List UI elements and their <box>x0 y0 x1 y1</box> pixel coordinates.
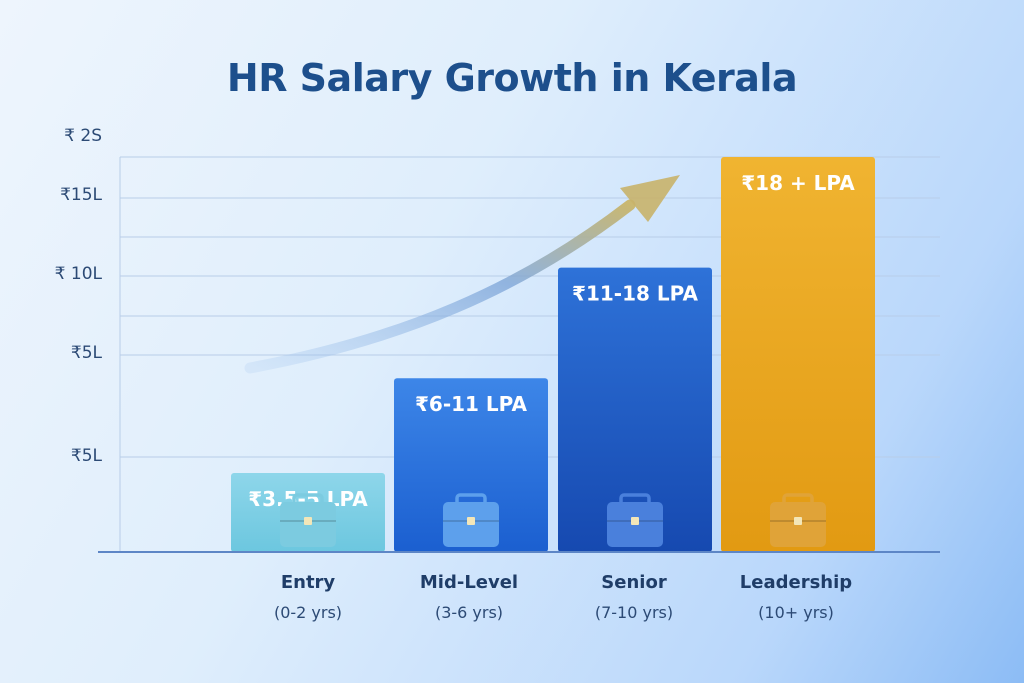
bar <box>721 157 875 552</box>
briefcase-latch <box>304 517 312 525</box>
category-years: (0-2 yrs) <box>273 603 343 622</box>
category-years: (3-6 yrs) <box>434 603 504 622</box>
y-tick-label: ₹ 10L <box>54 264 102 284</box>
y-tick-label: ₹5L <box>70 343 102 363</box>
chart-title: HR Salary Growth in Kerala <box>226 56 798 100</box>
category-label: Entry <box>280 572 336 593</box>
y-tick-label: ₹5L <box>70 446 102 466</box>
bars-group: ₹3.5-5 LPA₹6-11 LPA₹11-18 LPA₹18 + LPA <box>231 157 875 552</box>
category-years: (10+ yrs) <box>758 603 834 622</box>
briefcase-latch <box>631 517 639 525</box>
trend-arrow-shaft <box>244 199 636 374</box>
briefcase-latch <box>467 517 475 525</box>
category-label: Leadership <box>739 572 853 593</box>
bar-value-label: ₹18 + LPA <box>741 171 855 195</box>
y-tick-label: ₹ 2S <box>64 126 102 146</box>
category-label: Senior <box>601 572 667 593</box>
briefcase-icon <box>443 493 499 547</box>
trend-arrow-head <box>620 175 680 222</box>
category-years: (7-10 yrs) <box>594 603 674 622</box>
y-tick-label: ₹15L <box>60 185 102 205</box>
briefcase-icon <box>607 493 663 547</box>
briefcase-icon <box>770 493 826 547</box>
bar-value-label: ₹6-11 LPA <box>415 392 527 416</box>
briefcase-latch <box>794 517 802 525</box>
bar-value-label: ₹11-18 LPA <box>572 282 698 306</box>
category-label: Mid-Level <box>419 572 519 593</box>
bar <box>394 378 548 552</box>
bar <box>558 267 712 552</box>
briefcase-icon <box>280 493 336 547</box>
